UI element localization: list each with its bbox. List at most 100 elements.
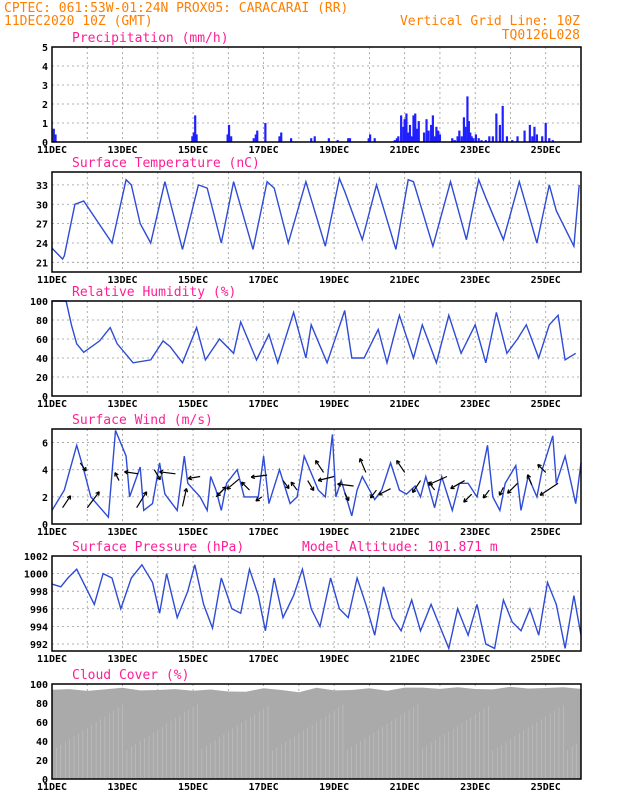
surface-wind-xtick-label: 13DEC	[107, 527, 137, 538]
cloud-cover-ytick-label: 0	[42, 775, 48, 786]
surface-wind-xtick-label: 23DEC	[460, 527, 490, 538]
precipitation-bar	[425, 119, 428, 142]
surface-wind-wind-arrow	[428, 475, 448, 486]
precipitation-bar	[469, 132, 472, 142]
precipitation-bar	[544, 123, 547, 142]
precipitation-bar	[348, 138, 352, 142]
precipitation-panel: 0 1 2 3 4 5 11DEC 13DEC 15DEC 17DEC 19DEC 21DEC 23DE…	[37, 31, 582, 156]
relative-humidity-xtick-label: 15DEC	[178, 399, 208, 410]
surface-temperature-xtick-label: 15DEC	[178, 275, 208, 286]
precipitation-bar	[252, 138, 255, 142]
relative-humidity-ytick-label: 20	[36, 373, 48, 384]
precipitation-ytick-label: 4	[42, 62, 48, 73]
cloud-cover-title: Cloud Cover (%)	[72, 668, 189, 683]
precipitation-bar	[433, 136, 436, 142]
surface-wind-wind-arrow	[181, 487, 189, 507]
precipitation-bar	[460, 136, 463, 142]
surface-wind-wind-arrow	[124, 469, 139, 475]
surface-wind-wind-arrow	[187, 475, 201, 481]
precipitation-bar	[531, 136, 534, 142]
precipitation-bar	[227, 124, 231, 142]
precipitation-bar	[226, 134, 229, 142]
cloud-cover-frame	[51, 683, 582, 780]
precipitation-bar	[414, 113, 417, 142]
cloud-cover-area	[52, 686, 581, 779]
surface-wind-wind-arrow	[79, 462, 87, 472]
precipitation-xtick-label: 19DEC	[319, 145, 349, 156]
station-header: CPTEC: 061:53W-01:24N PROX05: CARACARAI …	[4, 1, 348, 16]
precipitation-xtick-label: 13DEC	[107, 145, 137, 156]
surface-wind-wind-arrow	[86, 491, 100, 509]
precipitation-bar	[431, 115, 434, 142]
surface-wind-panel: 0 2 4 6 11DEC 13DEC 15DEC 17DEC 19DEC 21DEC 23DEC 2…	[37, 413, 582, 538]
precipitation-bar	[403, 119, 406, 142]
precipitation-bar	[477, 138, 480, 142]
surface-pressure-xtick-label: 15DEC	[178, 654, 208, 665]
relative-humidity-ytick-label: 60	[36, 335, 48, 346]
precipitation-title: Precipitation (mm/h)	[72, 31, 229, 46]
precipitation-bar	[470, 136, 473, 142]
precipitation-xtick-label: 15DEC	[178, 145, 208, 156]
surface-pressure-xtick-label: 17DEC	[249, 654, 279, 665]
precipitation-bar	[278, 136, 281, 142]
surface-wind-wind-arrow	[62, 495, 72, 509]
precipitation-bar	[438, 134, 442, 142]
precipitation-frame	[51, 46, 582, 143]
surface-pressure-xtick-label: 21DEC	[390, 654, 420, 665]
precipitation-bar	[410, 136, 413, 142]
surface-temperature-ytick-label: 33	[36, 181, 48, 192]
model-code: TQ0126L028	[502, 28, 580, 43]
precipitation-bar	[535, 134, 539, 142]
surface-wind-xtick-label: 21DEC	[390, 527, 420, 538]
surface-temperature-xtick-label: 13DEC	[107, 275, 137, 286]
relative-humidity-xtick-label: 25DEC	[531, 399, 561, 410]
precipitation-bar	[464, 126, 467, 142]
surface-wind-wind-arrow	[344, 492, 350, 502]
relative-humidity-line	[52, 300, 577, 366]
precipitation-bar	[408, 124, 412, 142]
surface-wind-wind-arrow	[159, 469, 176, 475]
surface-pressure-xtick-label: 11DEC	[37, 654, 67, 665]
surface-wind-ytick-label: 4	[42, 466, 48, 477]
surface-wind-wind-arrow	[290, 481, 298, 491]
surface-pressure-ytick-label: 998	[30, 587, 48, 598]
cloud-cover-ytick-label: 80	[36, 699, 48, 710]
surface-wind-wind-arrow	[537, 463, 547, 473]
precipitation-bar	[430, 124, 433, 142]
surface-wind-wind-arrow	[506, 482, 518, 494]
precipitation-bar	[491, 136, 494, 142]
surface-wind-wind-arrow	[255, 496, 263, 502]
precipitation-bar	[472, 138, 475, 142]
surface-temperature-frame	[51, 171, 582, 273]
surface-wind-ytick-label: 6	[42, 439, 48, 450]
relative-humidity-ytick-label: 40	[36, 354, 48, 365]
precipitation-bar	[194, 115, 197, 142]
precipitation-bar	[407, 132, 410, 142]
surface-wind-wind-arrow	[250, 474, 268, 480]
surface-wind-wind-arrow	[482, 489, 490, 499]
relative-humidity-title: Relative Humidity (%)	[72, 285, 236, 300]
surface-wind-wind-arrow	[369, 489, 377, 499]
precipitation-bar	[264, 123, 267, 142]
precipitation-bar	[523, 130, 526, 142]
relative-humidity-ytick-label: 100	[30, 297, 48, 308]
surface-temperature-title: Surface Temperature (nC)	[72, 156, 260, 171]
surface-wind-wind-arrow	[114, 472, 120, 481]
surface-pressure-panel: 992 994 996 998 1000 1002 11DEC 13DEC 15DEC 17DEC…	[24, 540, 582, 665]
surface-wind-xtick-label: 17DEC	[249, 527, 279, 538]
surface-wind-wind-arrow	[526, 474, 533, 485]
precipitation-bar	[474, 134, 478, 142]
surface-temperature-xtick-label: 19DEC	[319, 275, 349, 286]
surface-temperature-xtick-label: 21DEC	[390, 275, 420, 286]
precipitation-bar	[395, 138, 399, 142]
precipitation-bar	[405, 113, 408, 142]
surface-temperature-ytick-label: 24	[36, 239, 48, 250]
precipitation-bar	[280, 132, 283, 142]
precipitation-bar	[393, 140, 396, 142]
precipitation-bar	[488, 136, 491, 142]
precipitation-bar	[467, 121, 470, 142]
cloud-cover-ytick-label: 60	[36, 718, 48, 729]
relative-humidity-ytick-label: 80	[36, 316, 48, 327]
surface-wind-wind-arrow	[282, 480, 290, 490]
